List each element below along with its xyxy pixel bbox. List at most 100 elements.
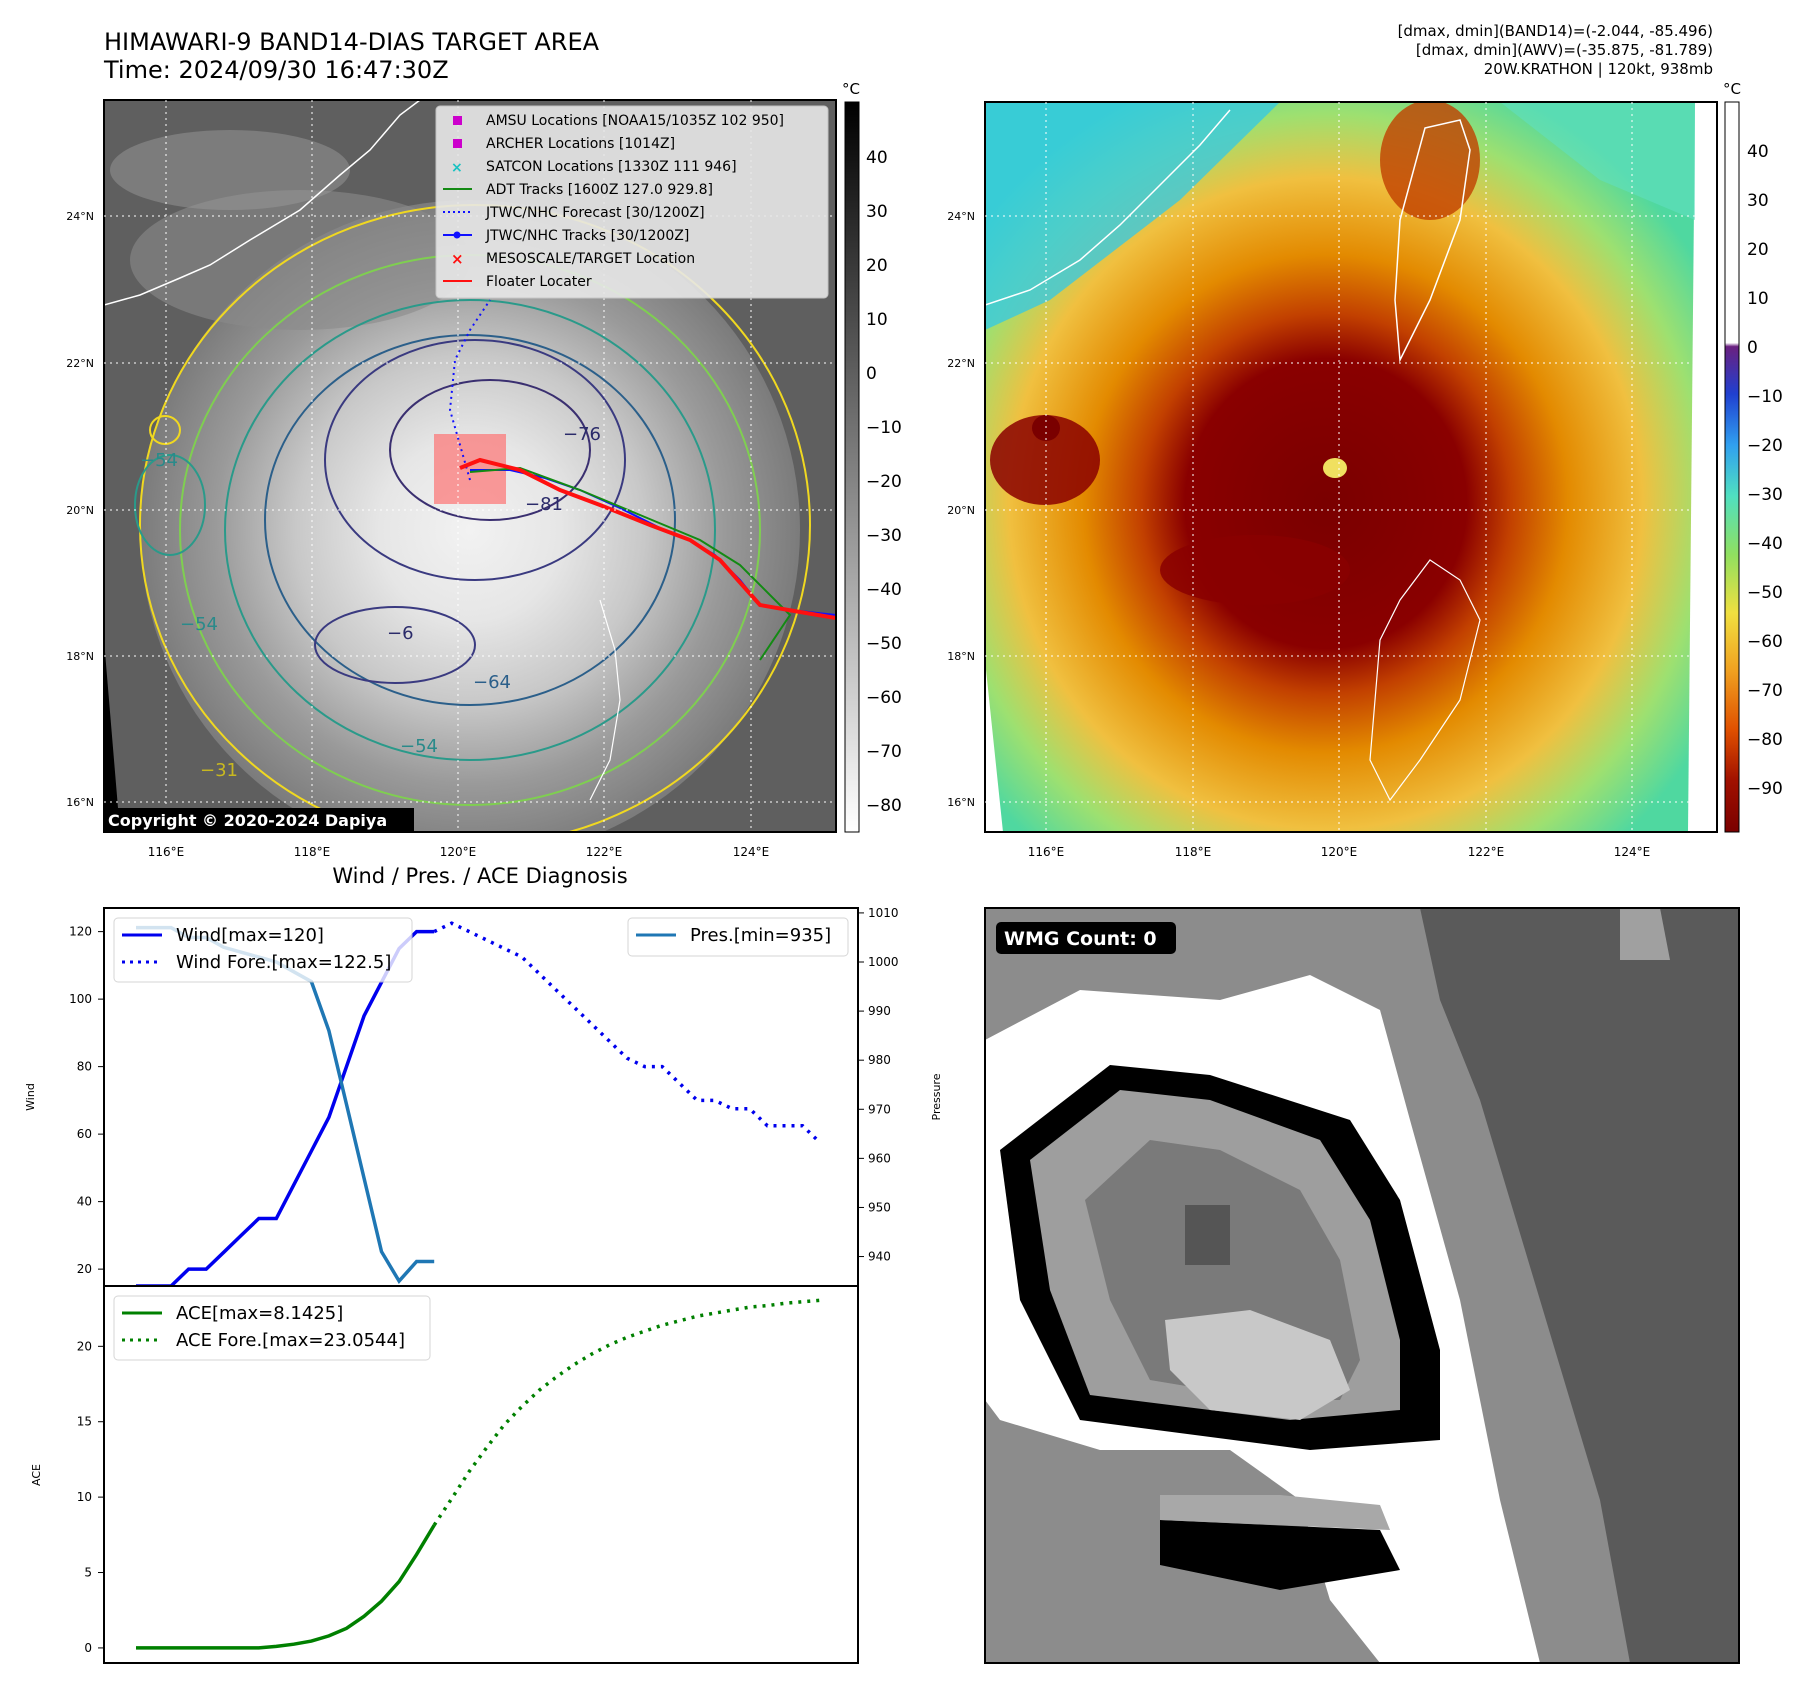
ace-chart: 0 5 10 15 20 ACE ACE[max=8.1425] ACE Fore.[m… — [30, 1285, 859, 1664]
figure-title: HIMAWARI-9 BAND14-DIAS TARGET AREA Time:… — [104, 28, 599, 84]
cbar-tick: −80 — [866, 796, 902, 816]
cbar-tick: 20 — [1747, 240, 1769, 260]
lat-label: 18°N — [66, 650, 94, 663]
legend-marker-archer — [453, 139, 462, 148]
cbar-tick: 0 — [866, 364, 877, 384]
lon-label: 120°E — [440, 845, 477, 859]
info-line-2: [dmax, dmin](AWV)=(-35.875, -81.789) — [1415, 41, 1713, 59]
lat-label: 24°N — [66, 210, 94, 223]
cbar-tick: −30 — [866, 526, 902, 546]
cbar-tick: 0 — [1747, 338, 1758, 358]
y2-tick-label: 990 — [868, 1004, 891, 1018]
y2-tick-label: 1010 — [868, 906, 899, 920]
y-tick-label: 120 — [69, 925, 92, 939]
title-line-2: Time: 2024/09/30 16:47:30Z — [104, 56, 449, 84]
cbar-tick: 10 — [866, 310, 888, 330]
cloud-shield — [140, 200, 800, 832]
cbar-tick: −70 — [866, 742, 902, 762]
y2-tick-label: 950 — [868, 1200, 891, 1214]
awv-colorbar-unit: °C — [1723, 80, 1741, 98]
lon-label: 122°E — [1468, 845, 1505, 859]
legend-label: ARCHER Locations [1014Z] — [486, 136, 675, 152]
lat-label: 16°N — [947, 796, 975, 809]
legend-marker-amsu — [453, 116, 462, 125]
contour-label: −76 — [563, 424, 601, 445]
wind-legend: Wind[max=120] Wind Fore.[max=122.5] — [113, 917, 413, 983]
ace-legend: ACE[max=8.1425] ACE Fore.[max=23.0544] — [113, 1295, 431, 1361]
lat-label: 18°N — [947, 650, 975, 663]
cbar-tick: 30 — [866, 202, 888, 222]
cbar-tick: −20 — [866, 472, 902, 492]
legend-label: AMSU Locations [NOAA15/1035Z 102 950] — [486, 113, 784, 129]
y2-tick-label: 980 — [868, 1053, 891, 1067]
cbar-tick: −20 — [1747, 436, 1783, 456]
legend-label: Wind[max=120] — [176, 925, 324, 946]
y-tick-label: 15 — [77, 1415, 92, 1429]
contour-label: −54 — [180, 614, 218, 635]
lon-label: 124°E — [1614, 845, 1651, 859]
legend-label: JTWC/NHC Forecast [30/1200Z] — [485, 205, 705, 221]
cbar-tick: −40 — [866, 580, 902, 600]
y-tick-label: 40 — [77, 1195, 92, 1209]
ir-panel: −76 −81 −54 −6 −54 −64 −54 −31 AMSU Loca… — [66, 80, 902, 859]
series-line-wind-forecast — [433, 921, 822, 1144]
cbar-tick: 40 — [1747, 142, 1769, 162]
info-line-3: 20W.KRATHON | 120kt, 938mb — [1483, 60, 1713, 78]
lon-label: 116°E — [148, 845, 185, 859]
wmg-panel: WMG Count: 0 — [984, 907, 1740, 1664]
y-tick-label: 0 — [84, 1641, 92, 1655]
y-tick-label: 5 — [84, 1566, 92, 1580]
contour-label: −31 — [200, 760, 238, 781]
y-tick-label: 60 — [77, 1127, 92, 1141]
awv-eye — [1323, 458, 1347, 478]
lat-label: 20°N — [66, 504, 94, 517]
cbar-tick: −50 — [1747, 583, 1783, 603]
pres-ylabel: Pressure — [930, 1073, 943, 1120]
ace-series-group — [136, 1298, 821, 1650]
cbar-tick: −90 — [1747, 779, 1783, 799]
lon-label: 122°E — [586, 845, 623, 859]
lon-label: 124°E — [733, 845, 770, 859]
y-tick-label: 80 — [77, 1060, 92, 1074]
legend-label: Wind Fore.[max=122.5] — [176, 952, 391, 973]
legend-marker-target: × — [451, 250, 464, 268]
lat-label: 20°N — [947, 504, 975, 517]
y2-tick-label: 960 — [868, 1151, 891, 1165]
title-line-1: HIMAWARI-9 BAND14-DIAS TARGET AREA — [104, 28, 600, 56]
lat-label: 22°N — [947, 357, 975, 370]
wind-y-ticks: 20 40 60 80 100 120 — [69, 925, 104, 1276]
cbar-tick: −40 — [1747, 534, 1783, 554]
legend-marker-satcon: × — [451, 160, 463, 176]
y2-tick-label: 940 — [868, 1250, 891, 1264]
contour-label: −54 — [140, 450, 178, 471]
y-tick-label: 20 — [77, 1262, 92, 1276]
storm-info: [dmax, dmin](BAND14)=(-2.044, -85.496) [… — [1398, 22, 1713, 79]
ir-colorbar-unit: °C — [842, 80, 860, 98]
cbar-tick: −30 — [1747, 485, 1783, 505]
lat-label: 16°N — [66, 796, 94, 809]
legend-label: ADT Tracks [1600Z 127.0 929.8] — [486, 182, 713, 198]
ir-legend: AMSU Locations [NOAA15/1035Z 102 950] AR… — [435, 105, 829, 299]
cbar-tick: 20 — [866, 256, 888, 276]
legend-label: Pres.[min=935] — [690, 925, 831, 946]
lon-label: 116°E — [1028, 845, 1065, 859]
awv-colorbar-ticks: 40 30 20 10 0 −10 −20 −30 −40 −50 −60 −7… — [1747, 142, 1783, 799]
legend-label: JTWC/NHC Tracks [30/1200Z] — [485, 228, 689, 244]
series-line-ace-forecast — [432, 1298, 821, 1527]
legend-label: SATCON Locations [1330Z 111 946] — [486, 159, 737, 175]
pres-legend: Pres.[min=935] — [627, 917, 849, 957]
lon-label: 120°E — [1321, 845, 1358, 859]
cbar-tick: 10 — [1747, 289, 1769, 309]
wmg-light-core — [1165, 1310, 1350, 1420]
diagnosis-title: Wind / Pres. / ACE Diagnosis — [332, 864, 628, 888]
legend-label: ACE Fore.[max=23.0544] — [176, 1330, 405, 1351]
cbar-tick: 40 — [866, 148, 888, 168]
awv-gridlines — [985, 102, 1717, 832]
wmg-dark-region — [1420, 908, 1739, 1663]
cbar-tick: −60 — [1747, 632, 1783, 652]
y2-tick-label: 970 — [868, 1102, 891, 1116]
cbar-tick: −50 — [866, 634, 902, 654]
wind-ylabel: Wind — [24, 1083, 37, 1111]
wmg-badge — [996, 922, 1176, 954]
